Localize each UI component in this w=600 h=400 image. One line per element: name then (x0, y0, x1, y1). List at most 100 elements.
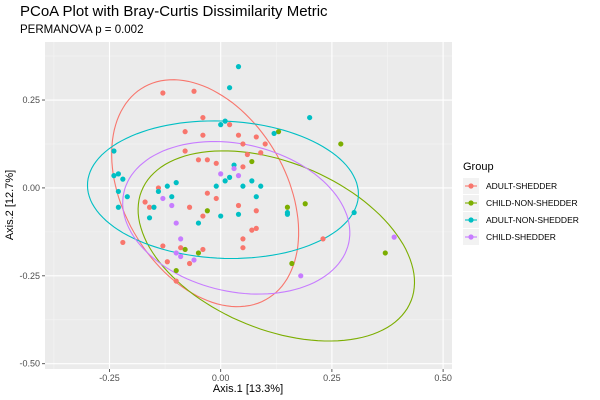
point-adult-shedder (240, 245, 246, 251)
point-adult-shedder (244, 151, 250, 158)
point-adult-shedder (200, 246, 206, 253)
point-adult-non-shedder (235, 211, 242, 217)
point-child-shedder (391, 234, 397, 240)
point-adult-non-shedder (115, 171, 121, 177)
y-tick-label: 0.00 (22, 183, 40, 193)
point-child-shedder (235, 173, 242, 179)
x-tick-label: 0.25 (323, 373, 341, 383)
point-adult-non-shedder (271, 130, 277, 137)
point-adult-shedder (204, 157, 210, 163)
point-adult-non-shedder (226, 85, 233, 91)
point-child-non-shedder (284, 204, 291, 210)
ellipse-child-shedder (122, 140, 351, 295)
point-adult-non-shedder (222, 118, 228, 124)
legend-title: Group (463, 161, 494, 173)
point-adult-shedder (235, 132, 242, 138)
point-adult-shedder (182, 148, 188, 154)
point-child-shedder (169, 202, 175, 209)
ellipse-adult-non-shedder (86, 120, 359, 260)
point-adult-shedder (200, 114, 206, 121)
y-tick-label: 0.25 (22, 95, 40, 105)
point-adult-shedder (195, 157, 202, 163)
point-adult-shedder (249, 227, 255, 233)
x-axis-title: Axis.1 [13.3%] (213, 383, 283, 395)
point-adult-shedder (191, 88, 197, 94)
point-adult-non-shedder (124, 194, 130, 200)
data-points (111, 64, 397, 284)
y-tick-label: -0.50 (19, 359, 40, 369)
point-adult-non-shedder (111, 148, 117, 154)
point-adult-non-shedder (164, 183, 170, 189)
point-adult-shedder (160, 243, 166, 249)
point-adult-non-shedder (258, 183, 264, 189)
point-adult-shedder (178, 245, 184, 251)
point-child-non-shedder (338, 141, 344, 147)
legend: Group ADULT-SHEDDER CHILD-NON-SHEDDER ADUL… (463, 161, 579, 245)
point-adult-shedder (204, 190, 210, 196)
point-child-shedder (173, 250, 179, 256)
point-child-shedder (191, 257, 197, 263)
point-adult-shedder (213, 160, 219, 166)
point-child-shedder (173, 220, 179, 226)
point-child-non-shedder (204, 208, 210, 214)
point-adult-shedder (120, 239, 126, 246)
point-adult-non-shedder (169, 194, 175, 200)
x-tick-label: 0.50 (434, 373, 452, 383)
point-adult-non-shedder (111, 173, 117, 179)
point-child-shedder (160, 195, 166, 202)
legend-label: ADULT-NON-SHEDDER (486, 215, 579, 225)
point-adult-non-shedder (351, 209, 357, 216)
legend-label: CHILD-NON-SHEDDER (486, 198, 578, 208)
x-tick-label: -0.25 (99, 373, 120, 383)
point-adult-non-shedder (155, 188, 162, 195)
point-adult-shedder (240, 164, 246, 170)
point-child-non-shedder (302, 201, 308, 207)
point-child-shedder (298, 273, 304, 279)
point-adult-non-shedder (222, 178, 228, 184)
legend-swatch (468, 234, 474, 240)
x-axis-ticks: -0.25 0.00 0.25 0.50 (99, 369, 452, 383)
chart-title: PCoA Plot with Bray-Curtis Dissimilarity… (20, 3, 328, 20)
y-axis-title: Axis.2 [12.7%] (4, 170, 16, 240)
point-adult-shedder (213, 195, 219, 202)
point-child-shedder (178, 253, 184, 260)
point-adult-shedder (164, 259, 170, 265)
point-adult-non-shedder (284, 211, 291, 217)
x-tick-label: 0.00 (212, 373, 230, 383)
point-adult-non-shedder (218, 122, 224, 128)
point-adult-shedder (253, 134, 259, 140)
point-child-non-shedder (195, 250, 202, 256)
major-gridlines (45, 42, 452, 369)
point-adult-non-shedder (115, 204, 121, 210)
point-child-non-shedder (173, 267, 179, 274)
point-adult-shedder (160, 90, 166, 96)
point-adult-non-shedder (240, 183, 246, 189)
point-adult-shedder (173, 278, 179, 284)
point-adult-shedder (253, 208, 259, 214)
point-adult-non-shedder (226, 174, 233, 180)
ellipse-adult-shedder (111, 79, 300, 308)
point-adult-shedder (262, 141, 268, 147)
point-child-shedder (178, 236, 184, 242)
point-adult-shedder (235, 202, 242, 209)
confidence-ellipses (86, 79, 416, 342)
y-tick-label: -0.25 (19, 271, 40, 281)
point-adult-non-shedder (218, 213, 224, 219)
point-adult-non-shedder (213, 183, 219, 189)
point-adult-non-shedder (249, 178, 255, 184)
y-axis-ticks: -0.50 -0.25 0.00 0.25 (19, 95, 45, 369)
point-adult-shedder (253, 225, 259, 231)
point-adult-non-shedder (115, 188, 121, 195)
point-adult-shedder (258, 150, 264, 156)
point-adult-shedder (182, 129, 188, 135)
legend-label: CHILD-SHEDDER (486, 232, 556, 242)
point-adult-shedder (146, 204, 153, 210)
legend-swatch (468, 183, 474, 189)
point-adult-shedder (240, 141, 246, 147)
point-child-non-shedder (275, 129, 282, 135)
point-adult-shedder (186, 204, 193, 210)
point-adult-non-shedder (253, 194, 259, 200)
plot-panel (45, 42, 452, 369)
point-child-non-shedder (382, 250, 388, 256)
point-adult-non-shedder (120, 176, 126, 182)
